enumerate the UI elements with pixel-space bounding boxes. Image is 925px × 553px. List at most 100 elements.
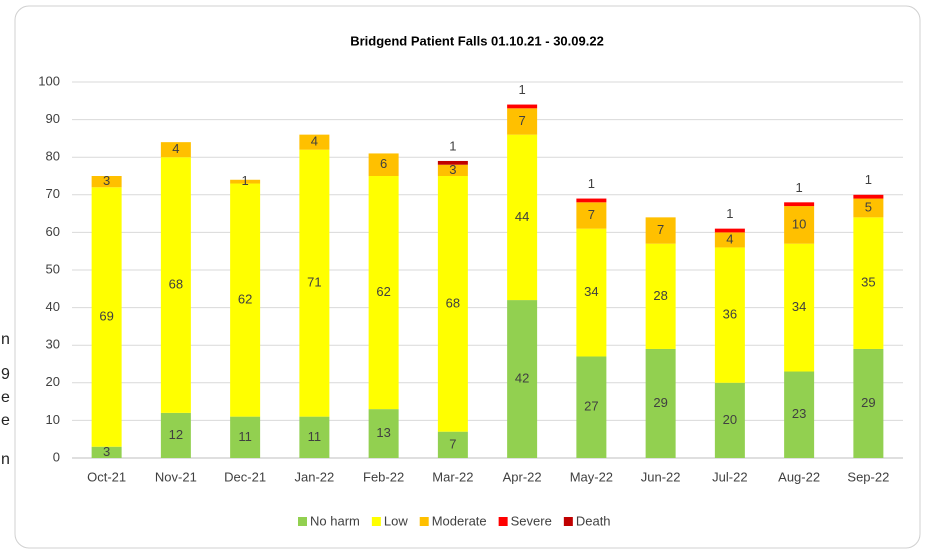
legend-swatch: [298, 517, 307, 526]
data-label: 1: [242, 173, 249, 188]
y-tick-label: 10: [46, 412, 60, 427]
data-label: 71: [307, 275, 321, 290]
text-fragment: e: [1, 412, 10, 429]
data-label: 35: [861, 275, 875, 290]
y-tick-label: 30: [46, 337, 60, 352]
legend-swatch: [498, 517, 508, 526]
x-tick-label: May-22: [570, 469, 613, 484]
bar-segment: [645, 243, 676, 349]
bar-segment: [645, 348, 676, 458]
y-tick-label: 90: [46, 111, 60, 126]
data-label: 11: [308, 429, 322, 444]
bar-segment: [853, 217, 884, 349]
bar-segment: [437, 176, 468, 432]
data-label: 13: [376, 425, 390, 440]
data-label: 36: [723, 307, 737, 322]
bar-segment: [437, 431, 468, 458]
data-label: 3: [449, 162, 456, 177]
text-fragment: n: [1, 451, 10, 468]
data-label: 68: [446, 295, 460, 310]
x-tick-label: Jan-22: [295, 469, 335, 484]
legend-label: No harm: [310, 513, 360, 528]
data-label: 11: [238, 429, 252, 444]
data-label: 7: [519, 113, 526, 128]
y-tick-label: 100: [38, 73, 60, 88]
x-tick-label: Aug-22: [778, 469, 820, 484]
bar-segment: [645, 217, 676, 244]
data-label: 20: [723, 412, 737, 427]
bar-segment: [507, 134, 538, 301]
data-label: 6: [380, 156, 387, 171]
data-label: 3: [103, 173, 110, 188]
bar-segment: [853, 194, 884, 199]
x-tick-label: Oct-21: [87, 469, 126, 484]
legend-label: Moderate: [432, 513, 487, 528]
legend-swatch: [371, 517, 381, 526]
data-label: 42: [515, 370, 529, 385]
data-label: 34: [584, 284, 598, 299]
bar-segment: [437, 160, 468, 165]
data-label: 3: [103, 444, 110, 459]
data-label: 7: [449, 436, 456, 451]
bar-segment: [368, 153, 399, 176]
bar-segment: [714, 247, 745, 383]
legend-label: Severe: [511, 513, 552, 528]
data-label: 1: [796, 180, 803, 195]
data-label: 10: [792, 216, 806, 231]
x-tick-label: Jun-22: [641, 469, 681, 484]
bar-segment: [91, 187, 122, 447]
text-fragment: n: [1, 331, 10, 348]
data-label: 1: [726, 206, 733, 221]
data-label: 68: [169, 276, 183, 291]
data-label: 4: [311, 134, 318, 149]
data-label: 62: [238, 292, 252, 307]
bar-segment: [368, 409, 399, 458]
data-label: 69: [99, 308, 113, 323]
text-fragment: 9: [1, 366, 10, 383]
bar-segment: [507, 300, 538, 458]
bar-segment: [160, 142, 191, 158]
data-label: 5: [865, 199, 872, 214]
data-label: 27: [584, 399, 598, 414]
y-tick-label: 80: [46, 149, 60, 164]
bar-segment: [576, 228, 607, 357]
data-label: 1: [519, 82, 526, 97]
data-label: 4: [726, 231, 733, 246]
bar-segment: [714, 228, 745, 233]
text-fragment: e: [1, 389, 10, 406]
data-label: 4: [172, 141, 179, 156]
y-tick-label: 40: [46, 299, 60, 314]
bar-segment: [784, 243, 815, 372]
bar-segment: [784, 371, 815, 458]
data-label: 28: [653, 288, 667, 303]
x-tick-label: Mar-22: [432, 469, 473, 484]
y-tick-label: 20: [46, 374, 60, 389]
bar-segment: [368, 176, 399, 410]
bar-segment: [299, 416, 330, 458]
bar-segment: [714, 382, 745, 458]
x-tick-label: Feb-22: [363, 469, 404, 484]
bar-segment: [160, 157, 191, 413]
data-label: 23: [792, 406, 806, 421]
x-tick-label: Jul-22: [712, 469, 747, 484]
bar-segment: [230, 179, 261, 184]
bar-segment: [576, 198, 607, 203]
bar-segment: [230, 416, 261, 458]
bar-segment: [576, 356, 607, 458]
bar-segment: [784, 202, 815, 207]
data-label: 44: [515, 209, 529, 224]
y-tick-label: 60: [46, 224, 60, 239]
bar-segment: [299, 134, 330, 150]
bar-segment: [784, 206, 815, 244]
bar-segment: [853, 198, 884, 218]
bar-segment: [437, 164, 468, 176]
data-label: 12: [169, 427, 183, 442]
legend-label: Death: [576, 513, 611, 528]
x-tick-label: Nov-21: [155, 469, 197, 484]
data-label: 34: [792, 299, 806, 314]
data-label: 7: [657, 222, 664, 237]
data-label: 1: [449, 138, 456, 153]
legend-label: Low: [384, 513, 408, 528]
data-label: 7: [588, 207, 595, 222]
